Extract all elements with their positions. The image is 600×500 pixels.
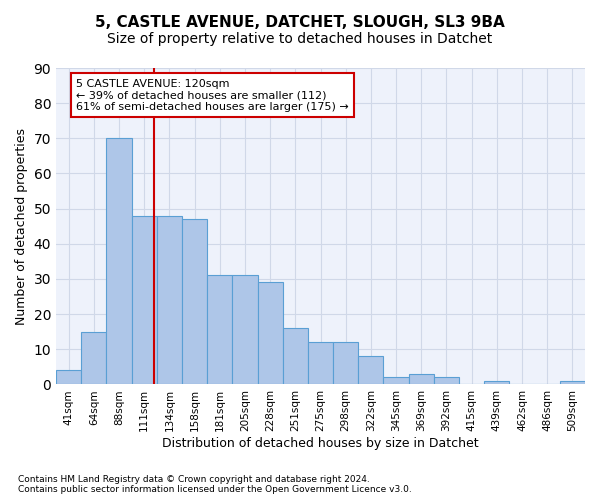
Text: Contains public sector information licensed under the Open Government Licence v3: Contains public sector information licen… [18,485,412,494]
Bar [56,370,81,384]
Bar [409,374,434,384]
Bar [358,356,383,384]
Bar [383,378,409,384]
Bar [257,282,283,384]
Bar [434,378,459,384]
Bar [157,216,182,384]
Bar [131,216,157,384]
Text: 5, CASTLE AVENUE, DATCHET, SLOUGH, SL3 9BA: 5, CASTLE AVENUE, DATCHET, SLOUGH, SL3 9… [95,15,505,30]
Bar [560,381,585,384]
Bar [232,276,257,384]
Text: Contains HM Land Registry data © Crown copyright and database right 2024.: Contains HM Land Registry data © Crown c… [18,475,370,484]
Text: 5 CASTLE AVENUE: 120sqm
← 39% of detached houses are smaller (112)
61% of semi-d: 5 CASTLE AVENUE: 120sqm ← 39% of detache… [76,78,349,112]
Bar [283,328,308,384]
Bar [207,276,232,384]
Bar [333,342,358,384]
Bar [308,342,333,384]
Bar [182,219,207,384]
Bar [81,332,106,384]
Bar [484,381,509,384]
Bar [106,138,131,384]
Y-axis label: Number of detached properties: Number of detached properties [15,128,28,324]
X-axis label: Distribution of detached houses by size in Datchet: Distribution of detached houses by size … [162,437,479,450]
Text: Size of property relative to detached houses in Datchet: Size of property relative to detached ho… [107,32,493,46]
